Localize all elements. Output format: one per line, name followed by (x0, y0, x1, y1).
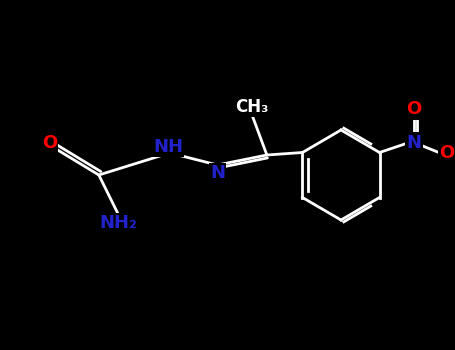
Text: NH₂: NH₂ (100, 214, 137, 232)
Text: NH: NH (153, 138, 183, 156)
Text: N: N (407, 133, 422, 152)
Text: CH₃: CH₃ (235, 98, 269, 116)
Text: O: O (439, 144, 455, 161)
Text: O: O (406, 100, 422, 119)
Text: N: N (210, 164, 225, 182)
Text: O: O (42, 134, 57, 152)
